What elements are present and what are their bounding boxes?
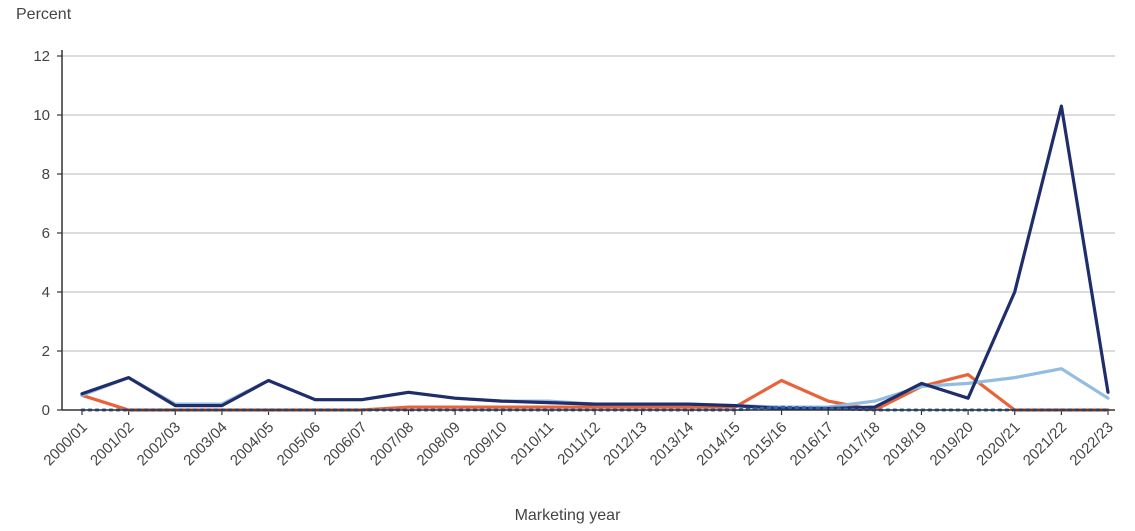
- y-tick-label: 12: [33, 48, 50, 65]
- x-tick-label: 2013/14: [647, 419, 697, 469]
- x-tick-label: 2010/11: [508, 419, 558, 469]
- x-tick-label: 2012/13: [600, 419, 650, 469]
- x-tick-label: 2019/20: [927, 419, 977, 469]
- series-line-3: [80, 104, 1110, 411]
- x-axis-title: Marketing year: [514, 507, 621, 524]
- axes: [61, 50, 1115, 411]
- y-tick-label: 6: [42, 225, 50, 242]
- x-tick-label: 2005/06: [274, 419, 324, 469]
- x-axis-ticks: 2000/012001/022002/032003/042004/052005/…: [40, 410, 1117, 469]
- x-tick-label: 2004/05: [227, 419, 277, 469]
- y-tick-label: 8: [42, 166, 50, 183]
- x-tick-label: 2006/07: [320, 419, 370, 469]
- x-tick-label: 2011/12: [554, 419, 604, 469]
- x-tick-label: 2020/21: [973, 419, 1023, 469]
- y-axis-ticks: 0 2 4 6 8 10 12: [33, 48, 62, 419]
- x-tick-label: 2016/17: [787, 419, 837, 469]
- series-line-2: [80, 367, 1110, 409]
- y-tick-label: 4: [42, 284, 50, 301]
- y-tick-label: 0: [42, 402, 50, 419]
- x-tick-label: 2018/19: [880, 419, 930, 469]
- x-tick-label: 2007/08: [367, 419, 417, 469]
- y-axis-title: Percent: [16, 6, 72, 23]
- y-tick-label: 10: [33, 107, 50, 124]
- x-tick-label: 2022/23: [1066, 419, 1116, 469]
- x-tick-label: 2000/01: [40, 419, 90, 469]
- x-tick-label: 2003/04: [180, 419, 230, 469]
- x-tick-label: 2021/22: [1020, 419, 1070, 469]
- x-tick-label: 2014/15: [693, 419, 743, 469]
- x-tick-label: 2017/18: [833, 419, 883, 469]
- x-tick-label: 2009/10: [460, 419, 510, 469]
- y-tick-label: 2: [42, 343, 50, 360]
- gridlines: [62, 55, 1115, 352]
- x-tick-label: 2002/03: [134, 419, 184, 469]
- series-lines: [80, 104, 1110, 412]
- x-tick-label: 2001/02: [87, 419, 137, 469]
- x-tick-label: 2008/09: [414, 419, 464, 469]
- x-tick-label: 2015/16: [740, 419, 790, 469]
